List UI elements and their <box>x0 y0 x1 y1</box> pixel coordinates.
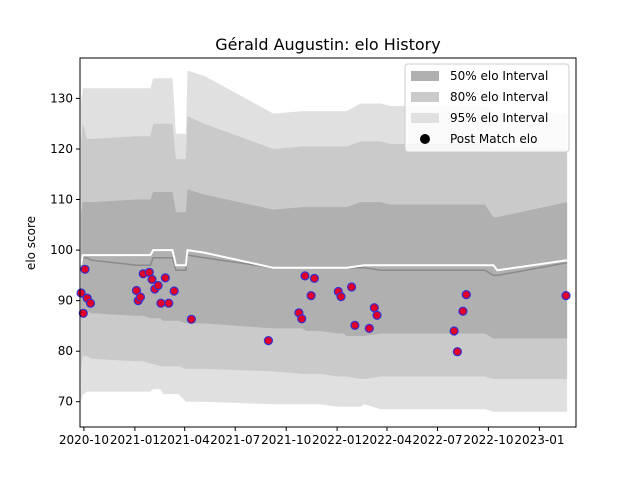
y-tick-label: 80 <box>58 344 73 358</box>
post-match-points <box>76 264 571 357</box>
post-match-elo-point <box>369 303 379 313</box>
post-match-elo-point <box>309 273 319 283</box>
post-match-elo-point <box>186 314 196 324</box>
post-match-elo-point <box>350 320 360 330</box>
post-match-elo-point <box>297 314 307 324</box>
post-match-elo-point <box>561 291 571 301</box>
chart-title: Gérald Augustin: elo History <box>215 35 440 54</box>
y-tick-label: 70 <box>58 395 73 409</box>
y-axis-label: elo score <box>24 216 38 270</box>
x-tick-label: 2021-01 <box>110 433 160 447</box>
legend-label: 80% elo Interval <box>450 90 548 104</box>
y-tick-label: 110 <box>50 193 73 207</box>
x-tick-label: 2022-07 <box>412 433 462 447</box>
post-match-elo-point <box>80 264 90 274</box>
post-match-elo-point <box>452 347 462 357</box>
post-match-elo-point <box>85 298 96 308</box>
x-tick-label: 2022-10 <box>463 433 513 447</box>
post-match-elo-point <box>306 291 316 301</box>
x-tick-label: 2020-10 <box>59 433 109 447</box>
post-match-elo-point <box>458 306 468 316</box>
post-match-elo-point <box>164 298 174 308</box>
post-match-elo-point <box>147 274 157 284</box>
post-match-elo-point <box>76 288 86 298</box>
x-tick-label: 2021-07 <box>210 433 260 447</box>
post-match-elo-point <box>169 286 179 296</box>
legend-swatch <box>411 92 439 102</box>
y-axis: 70 80 90 100 110 120 130 <box>50 91 80 409</box>
mean-elo-line <box>80 248 568 272</box>
post-match-elo-point <box>336 292 346 302</box>
x-tick-label: 2022-04 <box>362 433 412 447</box>
post-match-elo-point <box>153 280 163 291</box>
post-match-elo-point <box>347 282 357 292</box>
y-tick-label: 130 <box>50 91 73 105</box>
legend: 50% elo Interval 80% elo Interval 95% elo … <box>404 63 570 153</box>
post-match-elo-point <box>449 326 459 336</box>
post-match-elo-point <box>131 285 142 296</box>
x-axis: 2020-10 2021-01 2021-04 2021-07 2021-10 2022-… <box>59 427 564 447</box>
post-match-elo-point <box>372 310 382 320</box>
legend-frame <box>404 63 570 153</box>
legend-swatch <box>411 71 439 81</box>
x-tick-label: 2023-01 <box>514 433 564 447</box>
post-match-elo-point <box>160 273 170 283</box>
x-tick-label: 2021-10 <box>261 433 311 447</box>
legend-swatch <box>411 113 439 123</box>
post-match-elo-point <box>364 323 374 333</box>
y-tick-label: 120 <box>50 142 73 156</box>
legend-label: 50% elo Interval <box>450 69 548 83</box>
legend-marker <box>420 134 430 144</box>
post-match-elo-point <box>156 298 166 308</box>
post-match-elo-point <box>263 336 273 346</box>
post-match-elo-point <box>78 308 88 318</box>
post-match-elo-point <box>461 290 471 300</box>
band-50 <box>81 189 568 339</box>
legend-label: 95% elo Interval <box>450 111 548 125</box>
plot-area <box>76 70 571 412</box>
x-tick-label: 2021-04 <box>160 433 210 447</box>
y-tick-label: 100 <box>50 243 73 257</box>
x-tick-label: 2022-01 <box>312 433 362 447</box>
y-tick-label: 90 <box>58 294 73 308</box>
post-match-elo-point <box>300 271 310 281</box>
plot-frame <box>79 57 577 428</box>
legend-label: Post Match elo <box>450 132 537 146</box>
band-mid-line <box>80 254 568 277</box>
post-match-elo-point <box>135 292 145 302</box>
